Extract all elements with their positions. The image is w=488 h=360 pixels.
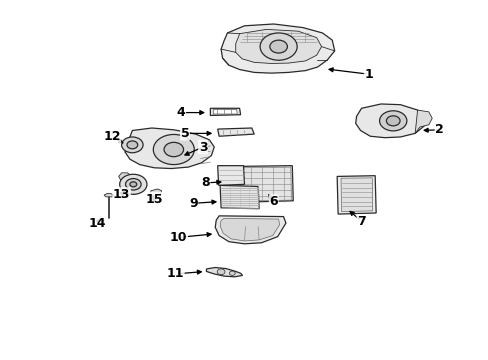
Polygon shape (210, 108, 240, 116)
Polygon shape (414, 110, 431, 134)
Circle shape (260, 33, 297, 60)
Circle shape (120, 174, 147, 194)
Polygon shape (104, 194, 114, 197)
Polygon shape (239, 166, 293, 202)
Circle shape (379, 111, 406, 131)
Text: 3: 3 (198, 140, 207, 153)
Circle shape (269, 40, 287, 53)
Polygon shape (213, 109, 237, 114)
Circle shape (217, 269, 224, 275)
Circle shape (229, 271, 235, 275)
Polygon shape (221, 24, 334, 73)
Text: 1: 1 (364, 68, 372, 81)
Polygon shape (151, 189, 161, 196)
Circle shape (122, 137, 143, 153)
Text: 13: 13 (113, 188, 130, 201)
Polygon shape (215, 216, 285, 244)
Circle shape (386, 116, 399, 126)
Circle shape (127, 141, 138, 149)
Text: 5: 5 (180, 127, 189, 140)
Polygon shape (217, 166, 244, 185)
Polygon shape (336, 176, 375, 214)
Text: 11: 11 (166, 267, 183, 280)
Circle shape (125, 179, 141, 190)
Polygon shape (355, 104, 424, 138)
Text: 12: 12 (103, 130, 121, 144)
Text: 14: 14 (88, 216, 106, 230)
Text: 7: 7 (356, 215, 365, 228)
Polygon shape (235, 30, 321, 63)
Polygon shape (206, 267, 242, 277)
Polygon shape (119, 173, 131, 184)
Text: 9: 9 (188, 197, 197, 210)
Text: 6: 6 (269, 195, 278, 208)
Polygon shape (125, 128, 214, 168)
Polygon shape (217, 128, 254, 136)
Circle shape (153, 134, 194, 165)
Text: 8: 8 (201, 176, 209, 189)
Text: 10: 10 (169, 231, 187, 244)
Text: 2: 2 (434, 123, 443, 136)
Polygon shape (340, 178, 372, 212)
Polygon shape (220, 219, 279, 241)
Circle shape (130, 182, 137, 187)
Circle shape (163, 142, 183, 157)
Text: 4: 4 (176, 106, 185, 119)
Text: 15: 15 (145, 193, 163, 206)
Polygon shape (220, 185, 259, 209)
